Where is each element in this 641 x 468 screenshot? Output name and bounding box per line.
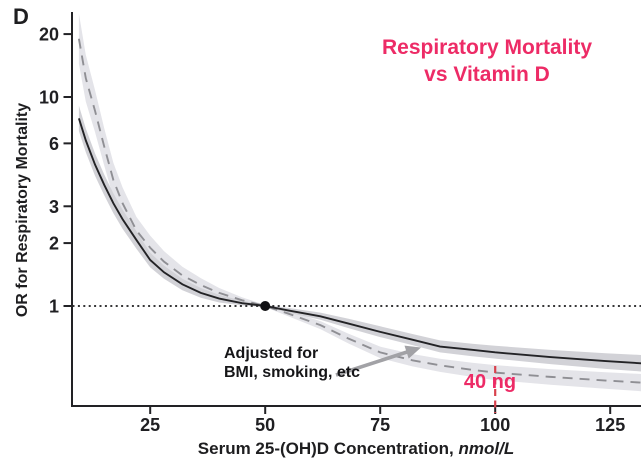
y-tick-label: 3 xyxy=(49,197,59,217)
x-tick-label: 75 xyxy=(370,415,390,435)
chart-title-line2: vs Vitamin D xyxy=(424,63,550,86)
annotation-threshold: 40 ng xyxy=(463,371,517,393)
y-axis-title: OR for Respiratory Mortality xyxy=(14,102,31,318)
ci-band-unadjusted xyxy=(78,105,641,372)
x-tick-label: 125 xyxy=(595,415,625,435)
y-tick-label: 1 xyxy=(49,297,59,317)
annotation-adjusted-line2: BMI, smoking, etc xyxy=(224,363,361,381)
curve-unadjusted xyxy=(77,118,641,365)
curve-adjusted xyxy=(77,38,641,384)
y-tick-label: 20 xyxy=(39,25,59,45)
x-tick-labels: 25 50 75 100 125 xyxy=(140,415,625,435)
annotation-arrow xyxy=(335,345,421,377)
chart-title-line1: Respiratory Mortality xyxy=(381,36,593,59)
chart-title: Respiratory Mortality vs Vitamin D xyxy=(337,34,637,88)
y-tick-labels: 1 2 3 6 10 20 xyxy=(39,25,59,317)
x-axis-title-text: Serum 25-(OH)D Concentration, xyxy=(197,439,459,458)
panel-label: D xyxy=(13,4,29,29)
crossing-dot xyxy=(260,301,271,311)
x-tick-label: 50 xyxy=(255,415,275,435)
x-tick-label: 100 xyxy=(480,415,510,435)
y-tick-label: 2 xyxy=(49,234,59,254)
y-tick-label: 10 xyxy=(39,88,59,108)
x-axis-title-unit: nmol/L xyxy=(458,439,515,458)
annotation-adjusted: Adjusted for BMI, smoking, etc xyxy=(224,345,360,382)
x-tick-label: 25 xyxy=(140,415,160,435)
annotation-adjusted-line1: Adjusted for xyxy=(224,345,319,362)
x-axis-title: Serum 25-(OH)D Concentration, nmol/L xyxy=(100,439,612,459)
y-tick-label: 6 xyxy=(49,134,59,154)
